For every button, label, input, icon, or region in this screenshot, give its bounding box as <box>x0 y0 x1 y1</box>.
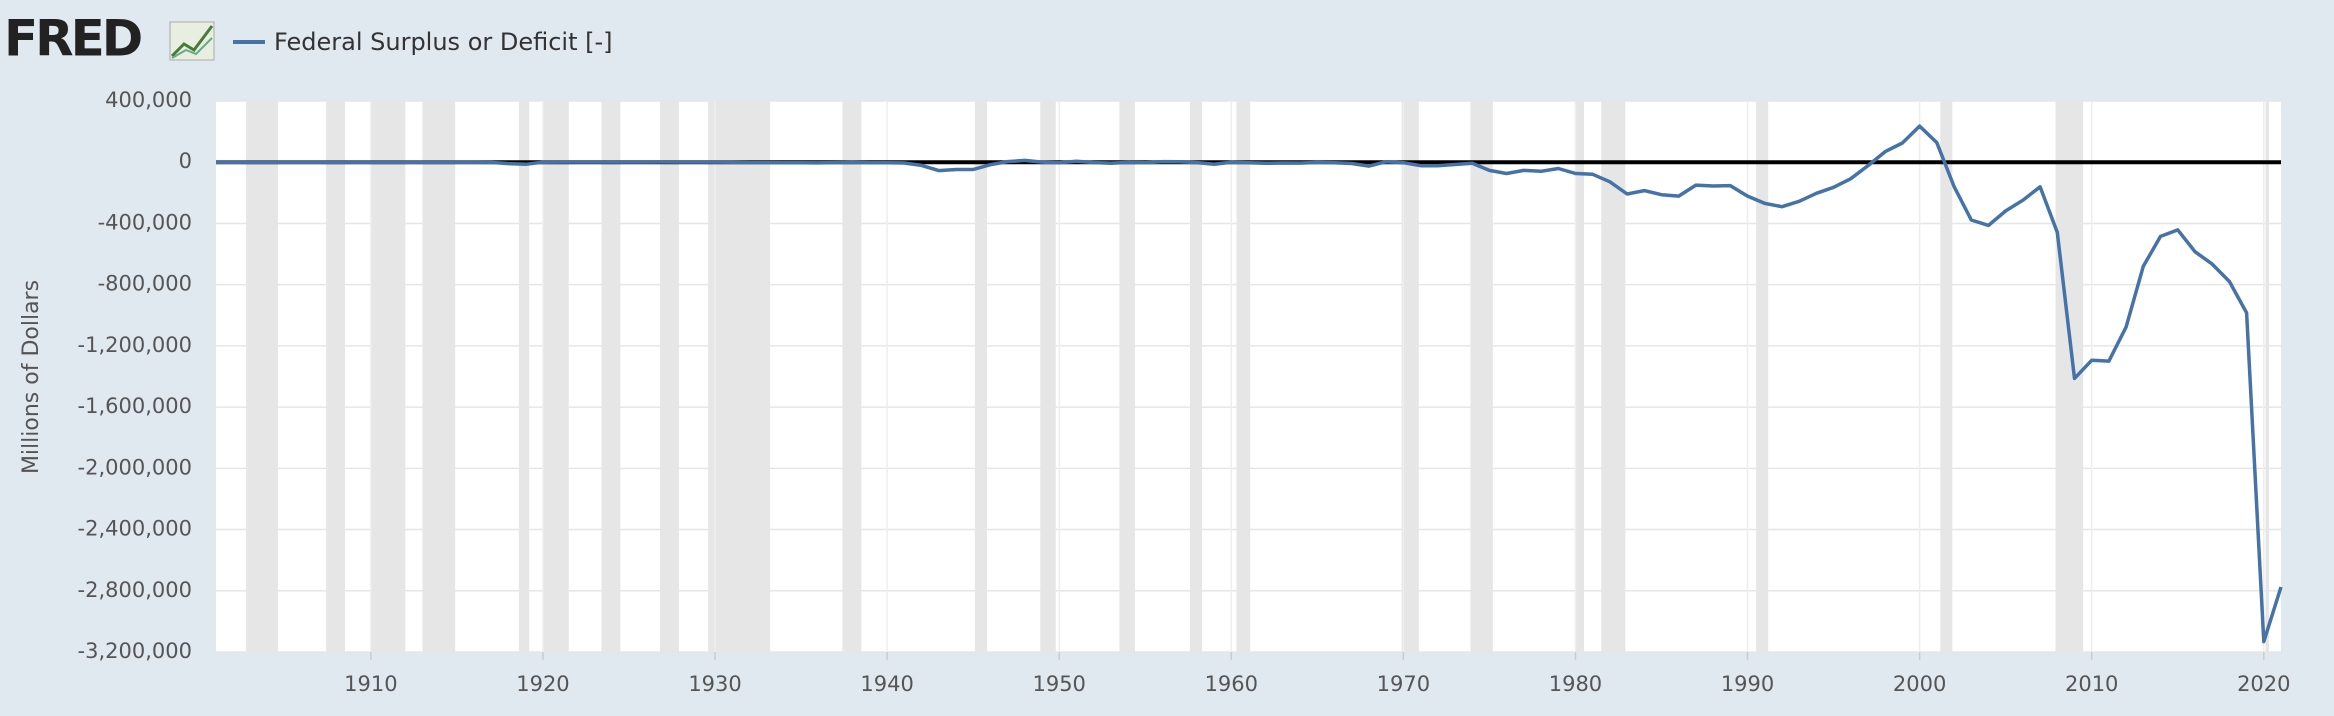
recession-band <box>2265 101 2269 652</box>
x-tick-label: 1920 <box>516 672 569 696</box>
y-tick-label: 400,000 <box>105 88 192 112</box>
x-tick-label: 1950 <box>1032 672 1085 696</box>
recession-band <box>708 101 771 652</box>
y-tick-label: -1,600,000 <box>78 394 192 418</box>
data-line <box>216 124 2283 644</box>
x-tick-label: 1990 <box>1721 672 1774 696</box>
x-tick-label: 1940 <box>860 672 913 696</box>
recession-band <box>1470 101 1493 652</box>
recession-band <box>518 101 530 652</box>
recession-band <box>370 101 406 652</box>
x-tick-label: 1970 <box>1377 672 1430 696</box>
recession-band <box>246 101 278 652</box>
recession-band <box>1601 101 1626 652</box>
recession-band <box>1940 101 1953 652</box>
recession-band <box>1189 101 1203 652</box>
recession-band <box>659 101 679 652</box>
recession-band <box>326 101 346 652</box>
x-tick-label: 1930 <box>688 672 741 696</box>
recession-band <box>974 101 987 652</box>
x-tick-label: 1980 <box>1549 672 1602 696</box>
y-tick-label: -2,800,000 <box>78 578 192 602</box>
y-tick-label: 0 <box>179 149 192 173</box>
recession-band <box>1040 101 1056 652</box>
logo[interactable]: FRED <box>4 10 144 68</box>
x-tick-label: 1910 <box>344 672 397 696</box>
y-tick-label: -1,200,000 <box>78 333 192 357</box>
recession-band <box>1119 101 1135 652</box>
y-tick-label: -3,200,000 <box>78 639 192 663</box>
x-tick-label: 2020 <box>2237 672 2290 696</box>
recession-band <box>422 101 456 652</box>
recession-band <box>1401 101 1419 652</box>
recession-band <box>1575 101 1585 652</box>
y-tick-label: -400,000 <box>98 210 192 234</box>
recession-band <box>842 101 862 652</box>
recession-band <box>1756 101 1769 652</box>
y-tick-label: -2,000,000 <box>78 455 192 479</box>
x-tick-label: 2000 <box>1893 672 1946 696</box>
logo-icon <box>169 21 215 61</box>
x-tick-label: 2010 <box>2065 672 2118 696</box>
y-axis-label: Millions of Dollars <box>19 280 44 474</box>
recession-band <box>601 101 621 652</box>
y-tick-label: -800,000 <box>98 272 192 296</box>
y-tick-label: -2,400,000 <box>78 517 192 541</box>
recession-band <box>1236 101 1251 652</box>
recession-band <box>542 101 569 652</box>
x-tick-label: 1960 <box>1205 672 1258 696</box>
legend-label: Federal Surplus or Deficit [-] <box>274 28 613 56</box>
recession-band <box>2055 101 2084 652</box>
